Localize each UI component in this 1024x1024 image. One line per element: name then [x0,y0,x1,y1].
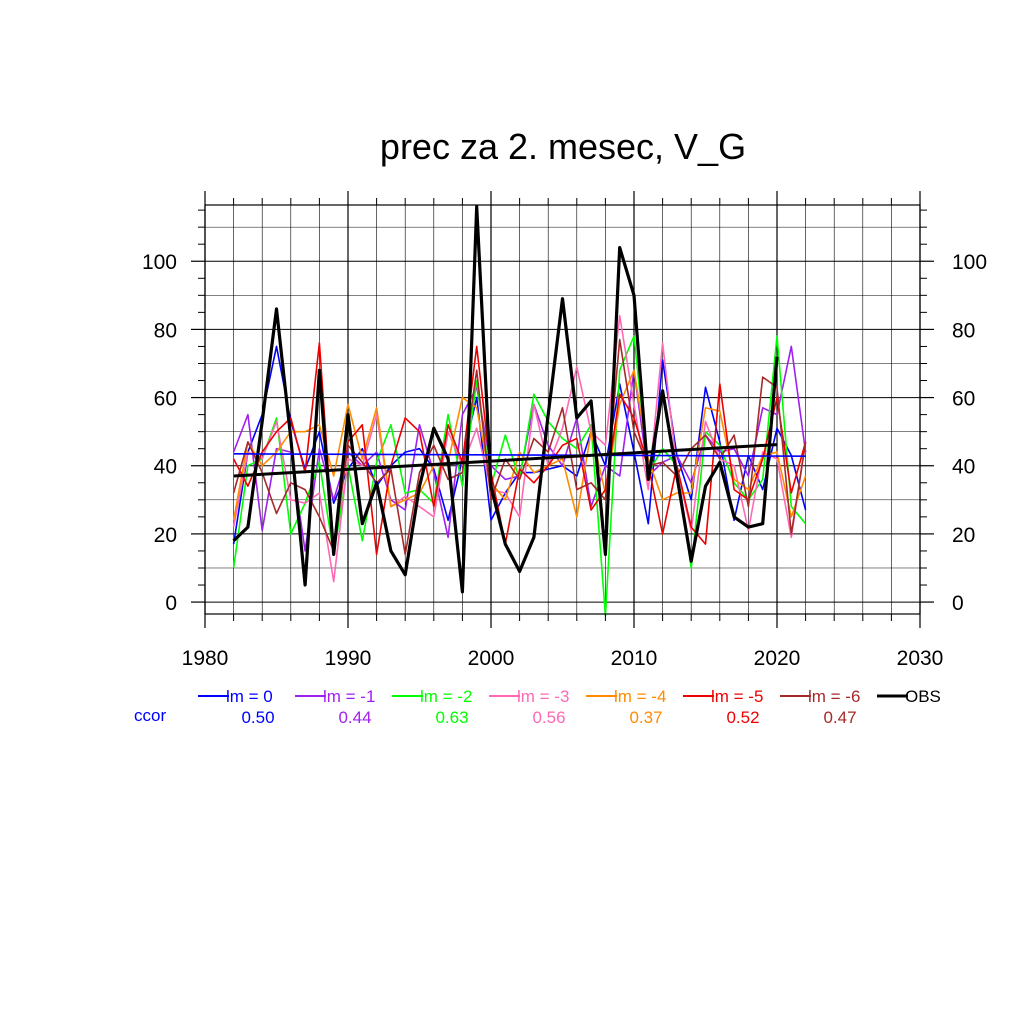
trend-line-0 [233,453,806,457]
series-line-4 [232,369,807,521]
ccor-value-2: 0.63 [435,708,468,727]
trend-layer [233,443,806,478]
y-tick-label-left: 20 [154,524,177,547]
series-line-7 [232,205,779,594]
y-tick-label-right: 20 [952,524,975,547]
x-tick-label: 1990 [325,647,372,670]
legend-label-5: lm = -5 [711,687,763,706]
legend-label-4: lm = -4 [614,687,666,706]
x-tick-label: 2020 [754,647,801,670]
legend-label-3: lm = -3 [517,687,569,706]
ccor-value-1: 0.44 [338,708,371,727]
x-tick-label: 2010 [611,647,658,670]
legend: lm = 0 0.50 lm = -1 0.44 lm = -2 0.63 lm = -3 0… [134,687,941,727]
series-line-6 [232,338,807,556]
ccor-value-6: 0.47 [823,708,856,727]
y-tick-label-left: 60 [154,388,177,411]
y-tick-label-left: 80 [154,319,177,342]
legend-label-2: lm = -2 [420,687,472,706]
y-tick-label-left: 100 [142,251,177,274]
x-tick-label: 2000 [468,647,515,670]
legend-label-6: lm = -6 [808,687,860,706]
legend-label-7: OBS [905,687,941,706]
plot-frame [204,204,921,615]
chart-title: prec za 2. mesec, V_G [380,126,746,167]
ccor-value-0: 0.50 [241,708,274,727]
legend-label-0: lm = 0 [226,687,273,706]
ccor-value-5: 0.52 [726,708,759,727]
ccor-value-3: 0.56 [532,708,565,727]
ccor-label: ccor [134,706,166,725]
y-tick-label-right: 0 [952,592,964,615]
trend-line-7 [233,443,778,478]
series-layer [232,205,807,617]
y-tick-label-left: 40 [154,456,177,479]
y-tick-label-left: 0 [165,592,177,615]
series-line-3 [232,314,807,583]
y-tick-label-right: 40 [952,456,975,479]
legend-label-1: lm = -1 [323,687,375,706]
x-tick-label: 1980 [182,647,229,670]
y-tick-label-right: 100 [952,251,987,274]
ccor-value-4: 0.37 [629,708,662,727]
y-tick-label-right: 80 [952,319,975,342]
x-tick-label: 2030 [897,647,944,670]
y-tick-label-right: 60 [952,388,975,411]
